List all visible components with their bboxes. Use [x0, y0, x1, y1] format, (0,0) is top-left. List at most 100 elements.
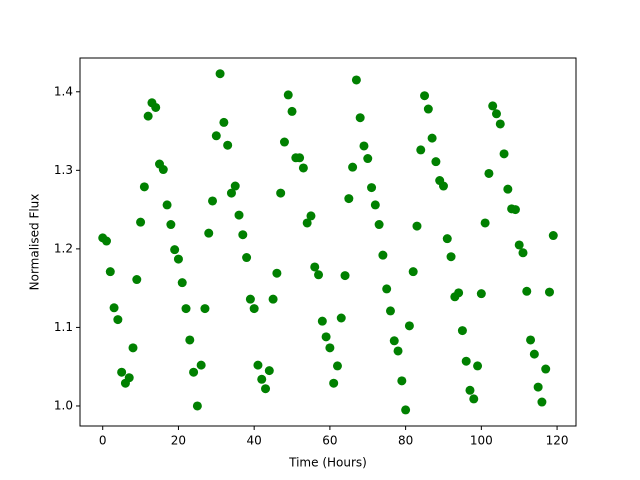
data-point — [158, 165, 168, 175]
data-point — [336, 313, 346, 323]
data-point — [317, 316, 327, 326]
data-point — [442, 234, 452, 244]
data-point — [257, 374, 267, 384]
data-point — [484, 168, 494, 178]
data-point — [427, 133, 437, 143]
data-point — [170, 245, 180, 255]
data-point — [321, 332, 331, 342]
data-point — [276, 188, 286, 198]
data-point — [457, 326, 467, 336]
data-point — [219, 117, 229, 127]
data-point — [367, 183, 377, 193]
data-point — [162, 200, 172, 210]
data-point — [245, 294, 255, 304]
data-point — [518, 248, 528, 258]
data-point — [416, 145, 426, 155]
data-point — [185, 335, 195, 345]
y-tick-label: 1.1 — [54, 320, 73, 334]
data-point — [499, 149, 509, 159]
data-point — [355, 113, 365, 123]
data-point — [166, 220, 176, 230]
data-point — [253, 360, 263, 370]
x-tick-label: 60 — [322, 434, 337, 448]
data-point — [102, 236, 112, 246]
y-tick-label: 1.0 — [54, 398, 73, 412]
data-point — [113, 315, 123, 325]
data-point — [272, 268, 282, 278]
data-point — [488, 101, 498, 111]
data-point — [533, 382, 543, 392]
data-point — [351, 75, 361, 85]
data-point — [385, 306, 395, 316]
data-point — [173, 254, 183, 264]
data-point — [287, 106, 297, 116]
data-point — [136, 217, 146, 227]
data-point — [374, 220, 384, 230]
data-point — [378, 250, 388, 260]
data-point — [204, 228, 214, 238]
data-point — [295, 153, 305, 163]
data-point — [359, 141, 369, 151]
data-point — [283, 90, 293, 100]
data-point — [143, 111, 153, 121]
data-point — [230, 181, 240, 191]
y-tick-label: 1.4 — [54, 84, 73, 98]
data-point — [541, 364, 551, 374]
data-point — [503, 184, 513, 194]
data-point — [412, 221, 422, 231]
data-point — [128, 343, 138, 353]
data-point — [117, 367, 127, 377]
data-point — [264, 366, 274, 376]
data-point — [431, 157, 441, 167]
data-point — [181, 304, 191, 314]
data-point — [529, 349, 539, 359]
y-tick-label: 1.3 — [54, 163, 73, 177]
data-point — [268, 294, 278, 304]
x-tick-label: 0 — [99, 434, 107, 448]
x-tick-label: 120 — [546, 434, 569, 448]
data-point — [249, 304, 259, 314]
data-point — [242, 253, 252, 263]
data-point — [491, 109, 501, 119]
data-point — [446, 252, 456, 262]
data-point — [537, 397, 547, 407]
data-point — [370, 200, 380, 210]
x-tick-label: 100 — [470, 434, 493, 448]
data-point — [404, 321, 414, 331]
x-tick-label: 20 — [171, 434, 186, 448]
data-point — [329, 378, 339, 388]
data-point — [124, 373, 134, 383]
data-point — [522, 286, 532, 296]
data-point — [234, 210, 244, 220]
x-tick-label: 40 — [247, 434, 262, 448]
data-point — [348, 162, 358, 172]
data-point — [389, 336, 399, 346]
data-point — [109, 303, 119, 313]
data-point — [420, 91, 430, 101]
data-point — [423, 104, 433, 114]
y-axis-label: Normalised Flux — [28, 194, 42, 291]
data-point — [401, 405, 411, 415]
data-point — [226, 188, 236, 198]
data-point — [548, 231, 558, 241]
data-point — [454, 288, 464, 298]
data-point — [465, 385, 475, 395]
data-point — [514, 240, 524, 250]
data-point — [393, 346, 403, 356]
data-point — [177, 278, 187, 288]
data-point — [544, 287, 554, 297]
data-point — [408, 267, 418, 277]
data-point — [151, 102, 161, 112]
data-point — [397, 376, 407, 386]
data-point — [200, 304, 210, 314]
data-point — [208, 196, 218, 206]
data-point — [105, 267, 115, 277]
data-point — [238, 230, 248, 240]
data-point — [302, 218, 312, 228]
data-point — [495, 119, 505, 129]
data-point — [314, 270, 324, 280]
data-point — [480, 218, 490, 228]
x-tick-label: 80 — [398, 434, 413, 448]
data-point — [215, 69, 225, 79]
